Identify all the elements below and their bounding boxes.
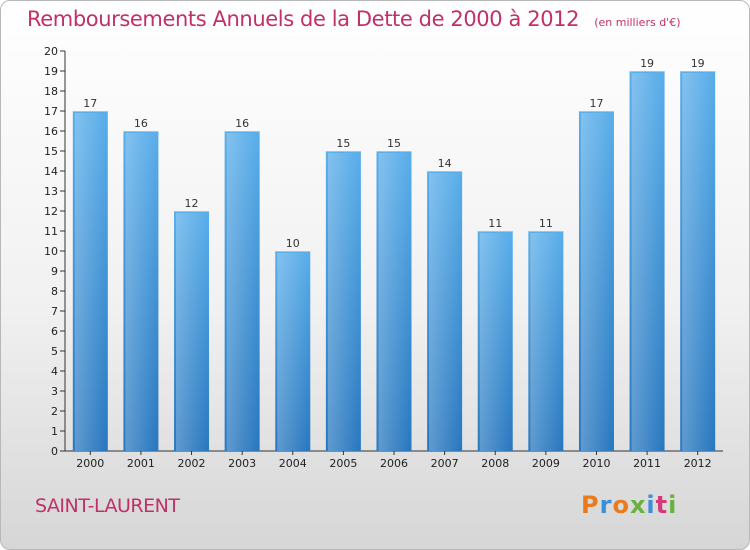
- unit-text: (en milliers d'€): [594, 16, 681, 29]
- bar-group-2002: 12 2002: [174, 197, 210, 470]
- commune-name: SAINT-LAURENT: [35, 495, 180, 517]
- bar-value-label: 19: [691, 57, 705, 70]
- x-tick-label: 2011: [633, 457, 661, 470]
- x-tick-label: 2002: [178, 457, 206, 470]
- bar-group-2009: 11 2009: [528, 217, 564, 470]
- x-tick-label: 2004: [279, 457, 307, 470]
- y-tick-label: 20: [44, 45, 58, 58]
- y-tick-label: 1: [51, 425, 58, 438]
- bar-value-label: 17: [589, 97, 603, 110]
- title-text: Remboursements Annuels de la Dette de 20…: [27, 7, 580, 31]
- bar-highlight: [378, 153, 410, 451]
- y-tick-label: 18: [44, 85, 58, 98]
- bar-highlight: [429, 173, 461, 451]
- x-tick-label: 2003: [228, 457, 256, 470]
- y-tick-label: 16: [44, 125, 58, 138]
- logo-letter: i: [668, 491, 678, 519]
- bar-value-label: 11: [488, 217, 502, 230]
- x-tick-label: 2008: [481, 457, 509, 470]
- proxiti-logo[interactable]: Proxiti: [581, 491, 677, 519]
- x-tick-label: 2001: [127, 457, 155, 470]
- bar-group-2007: 14 2007: [427, 157, 463, 470]
- logo-letter: t: [655, 491, 669, 519]
- bar-value-label: 15: [387, 137, 401, 150]
- y-tick-label: 0: [51, 445, 58, 458]
- y-tick-label: 7: [51, 305, 58, 318]
- bar-group-2011: 19 2011: [629, 57, 665, 470]
- bar-value-label: 15: [336, 137, 350, 150]
- y-tick-label: 14: [44, 165, 58, 178]
- bar-value-label: 17: [83, 97, 97, 110]
- bar-highlight: [682, 73, 714, 451]
- logo-letter: x: [629, 491, 647, 519]
- y-tick-label: 11: [44, 225, 58, 238]
- x-tick-label: 2010: [582, 457, 610, 470]
- bar-group-2000: 17 2000: [72, 97, 108, 470]
- bar-highlight: [631, 73, 663, 451]
- bar-group-2005: 15 2005: [325, 137, 361, 470]
- chart-title: Remboursements Annuels de la Dette de 20…: [27, 7, 680, 31]
- bar-highlight: [530, 233, 562, 451]
- x-tick-label: 2005: [329, 457, 357, 470]
- y-tick-label: 19: [44, 65, 58, 78]
- bar-highlight: [580, 113, 612, 451]
- y-tick-label: 4: [51, 365, 58, 378]
- bar-group-2003: 16 2003: [224, 117, 260, 470]
- x-tick-label: 2006: [380, 457, 408, 470]
- y-tick-label: 6: [51, 325, 58, 338]
- bar-group-2008: 11 2008: [477, 217, 513, 470]
- bar-highlight: [277, 253, 309, 451]
- y-tick-label: 10: [44, 245, 58, 258]
- logo-letter: P: [581, 491, 600, 519]
- y-tick-label: 2: [51, 405, 58, 418]
- bar-group-2012: 19 2012: [680, 57, 716, 470]
- bar-value-label: 12: [185, 197, 199, 210]
- bar-group-2006: 15 2006: [376, 137, 412, 470]
- y-tick-label: 17: [44, 105, 58, 118]
- bar-group-2010: 17 2010: [578, 97, 614, 470]
- x-tick-label: 2000: [76, 457, 104, 470]
- bar-group-2001: 16 2001: [123, 117, 159, 470]
- bar-value-label: 16: [134, 117, 148, 130]
- bar-value-label: 11: [539, 217, 553, 230]
- bar-highlight: [327, 153, 359, 451]
- y-tick-label: 12: [44, 205, 58, 218]
- bar-value-label: 16: [235, 117, 249, 130]
- y-tick-label: 3: [51, 385, 58, 398]
- bar-value-label: 19: [640, 57, 654, 70]
- y-tick-label: 8: [51, 285, 58, 298]
- bar-highlight: [226, 133, 258, 451]
- y-tick-label: 15: [44, 145, 58, 158]
- x-tick-label: 2009: [532, 457, 560, 470]
- logo-letter: r: [599, 491, 613, 519]
- bar-highlight: [125, 133, 157, 451]
- bars: 17 2000 16 2001 12 2002 16 2003 10 2004 15 2005 15 20…: [72, 57, 716, 470]
- logo-letter: o: [612, 491, 630, 519]
- x-tick-label: 2012: [684, 457, 712, 470]
- bar-value-label: 14: [438, 157, 452, 170]
- bar-highlight: [176, 213, 208, 451]
- bar-group-2004: 10 2004: [275, 237, 311, 470]
- bar-value-label: 10: [286, 237, 300, 250]
- bar-highlight: [479, 233, 511, 451]
- x-tick-label: 2007: [431, 457, 459, 470]
- logo-letter: i: [646, 491, 656, 519]
- y-tick-label: 5: [51, 345, 58, 358]
- y-tick-label: 9: [51, 265, 58, 278]
- bar-highlight: [74, 113, 106, 451]
- y-tick-label: 13: [44, 185, 58, 198]
